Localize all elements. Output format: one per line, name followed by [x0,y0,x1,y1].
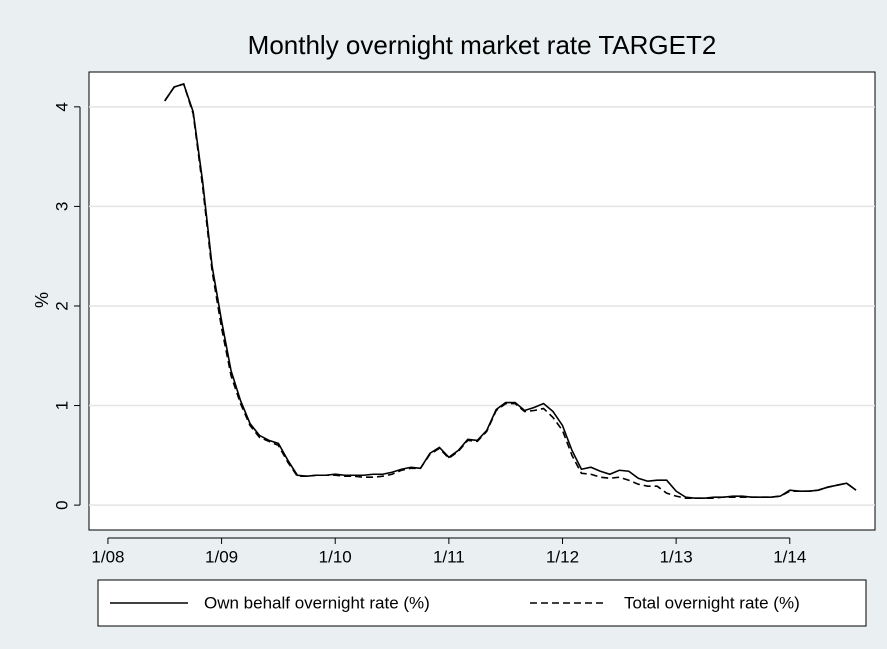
x-tick-label: 1/09 [205,547,238,566]
legend-label: Total overnight rate (%) [624,593,800,612]
y-tick-label: 1 [52,401,71,410]
plot-area [88,71,876,531]
x-tick-label: 1/13 [660,547,693,566]
legend-label: Own behalf overnight rate (%) [204,593,430,612]
y-tick-label: 3 [52,202,71,211]
x-tick-label: 1/12 [546,547,579,566]
series-line [164,82,857,499]
y-tick-label: 4 [52,102,71,111]
x-tick-label: 1/11 [433,547,465,566]
x-tick-label: 1/14 [773,547,806,566]
chart-title: Monthly overnight market rate TARGET2 [248,30,717,60]
y-tick-label: 0 [52,500,71,509]
legend [97,579,867,627]
y-axis-label: % [32,292,52,308]
x-tick-label: 1/08 [91,547,124,566]
series-line [164,82,857,499]
x-tick-label: 1/10 [319,547,352,566]
y-tick-label: 2 [52,301,71,310]
